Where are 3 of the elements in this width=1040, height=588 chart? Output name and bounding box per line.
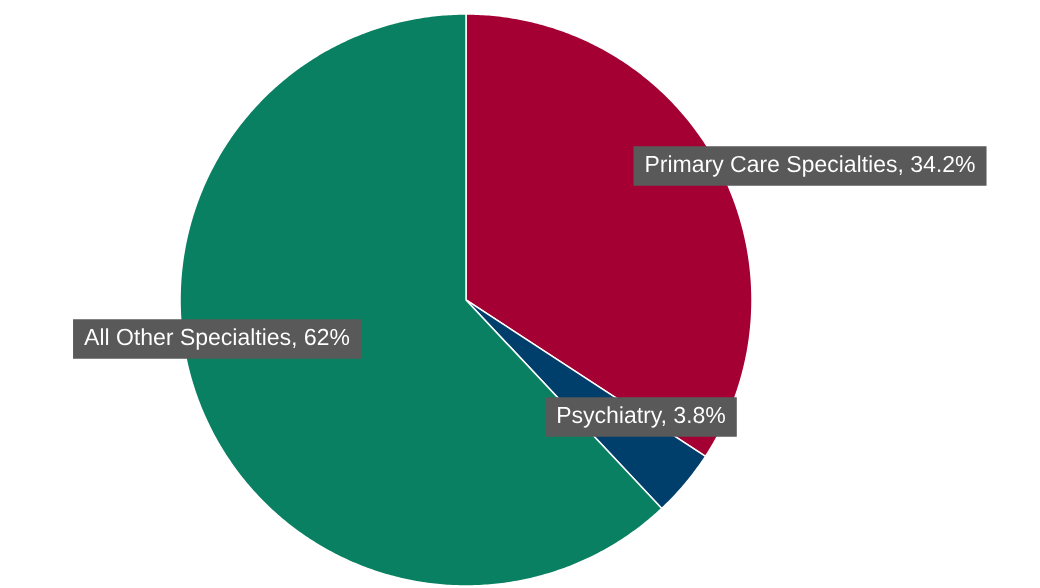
slice-label: All Other Specialties, 62% bbox=[84, 328, 350, 350]
slice-label: Psychiatry, 3.8% bbox=[558, 406, 725, 428]
slice-label: Primary Care Specialties, 34.2% bbox=[646, 155, 975, 177]
